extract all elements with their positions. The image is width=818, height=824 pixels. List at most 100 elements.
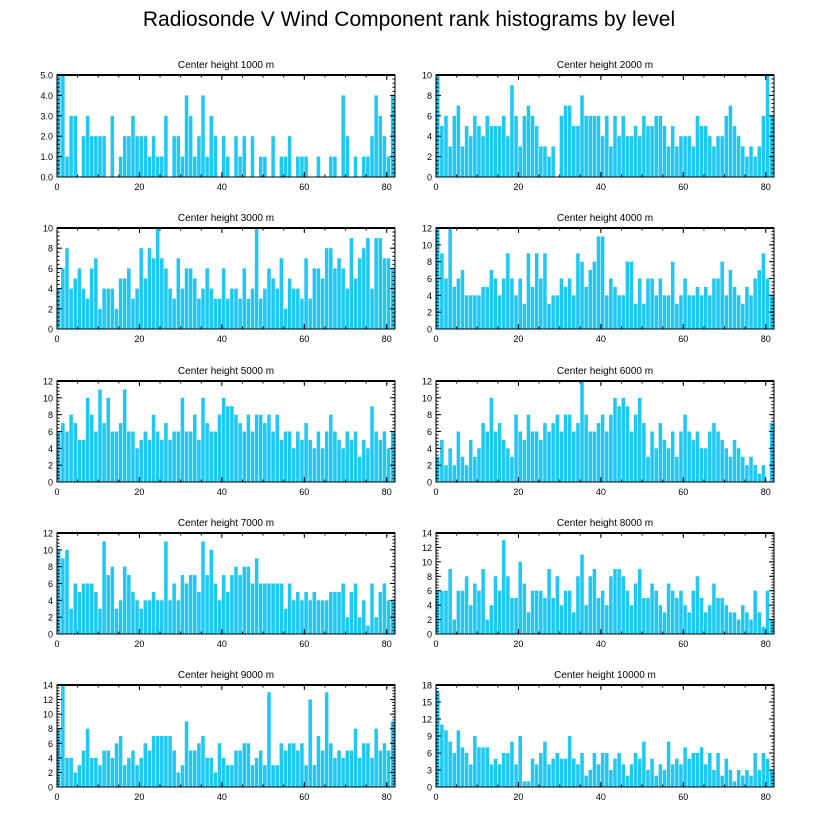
bar bbox=[436, 590, 440, 634]
bar bbox=[621, 576, 626, 634]
bar bbox=[580, 554, 584, 634]
bar bbox=[514, 295, 518, 329]
bar bbox=[94, 591, 98, 634]
bar bbox=[543, 423, 547, 482]
bar bbox=[757, 612, 762, 634]
bar bbox=[209, 115, 214, 177]
bar bbox=[374, 431, 378, 482]
bar bbox=[197, 298, 201, 329]
bar bbox=[572, 758, 576, 787]
bar bbox=[473, 736, 477, 787]
bar bbox=[184, 583, 189, 634]
x-tick-label: 40 bbox=[596, 487, 606, 497]
bar bbox=[349, 439, 354, 482]
bar bbox=[345, 750, 350, 787]
bar bbox=[188, 268, 193, 329]
bar bbox=[89, 583, 94, 634]
x-tick-label: 0 bbox=[433, 182, 438, 192]
bar bbox=[122, 765, 127, 787]
bar bbox=[485, 115, 489, 177]
bar bbox=[468, 295, 473, 329]
bar bbox=[263, 423, 267, 482]
bar bbox=[69, 288, 73, 329]
bar bbox=[716, 431, 720, 482]
bar bbox=[646, 278, 650, 329]
bar bbox=[85, 583, 90, 634]
bar bbox=[345, 431, 350, 482]
bar bbox=[180, 288, 185, 329]
bar bbox=[283, 750, 288, 787]
bar bbox=[382, 258, 387, 329]
bar bbox=[102, 136, 106, 177]
bar bbox=[658, 423, 663, 482]
bar bbox=[555, 414, 560, 482]
bar bbox=[213, 136, 218, 177]
bar bbox=[238, 156, 242, 177]
bar bbox=[291, 600, 296, 634]
bar bbox=[258, 414, 263, 482]
x-tick-label: 20 bbox=[513, 639, 523, 649]
bar bbox=[757, 473, 762, 482]
bar bbox=[633, 583, 638, 634]
bar bbox=[440, 253, 444, 329]
bar bbox=[263, 288, 267, 329]
bar bbox=[485, 431, 489, 482]
bar bbox=[708, 431, 712, 482]
bar bbox=[745, 612, 749, 634]
bar bbox=[539, 278, 543, 329]
y-tick-label: 10 bbox=[43, 393, 53, 403]
bar bbox=[646, 770, 650, 787]
bar bbox=[114, 743, 119, 787]
bar bbox=[675, 597, 679, 634]
panel-title: Center height 10000 m bbox=[554, 670, 656, 681]
y-tick-label: 2 bbox=[48, 461, 53, 471]
bar bbox=[193, 414, 197, 482]
x-tick-label: 80 bbox=[761, 487, 771, 497]
bar bbox=[151, 414, 156, 482]
bar bbox=[629, 431, 634, 482]
bar bbox=[267, 414, 271, 482]
bar bbox=[279, 439, 284, 482]
y-tick-label: 4 bbox=[427, 601, 432, 611]
y-tick-label: 8 bbox=[48, 244, 53, 254]
bar bbox=[209, 431, 214, 482]
bar bbox=[675, 146, 679, 177]
bar bbox=[106, 575, 110, 634]
bar bbox=[497, 126, 502, 177]
y-tick-label: 0 bbox=[427, 783, 432, 793]
y-tick-label: 8 bbox=[427, 572, 432, 582]
bar bbox=[547, 303, 551, 329]
bar bbox=[168, 736, 172, 787]
bar bbox=[580, 95, 584, 177]
bar bbox=[477, 295, 481, 329]
bar bbox=[209, 288, 214, 329]
bar bbox=[151, 591, 156, 634]
bar bbox=[357, 456, 362, 482]
bar bbox=[518, 561, 522, 634]
bar bbox=[139, 248, 143, 329]
x-tick-label: 20 bbox=[513, 334, 523, 344]
bar bbox=[65, 156, 69, 177]
x-tick-label: 0 bbox=[433, 792, 438, 802]
chart-panel-2: Center height 2000 m 0 2 4 6 8 10 0 20 40 60 80 bbox=[422, 60, 775, 192]
bar bbox=[341, 583, 345, 634]
bar bbox=[73, 278, 78, 329]
bar bbox=[456, 105, 461, 177]
bar bbox=[708, 136, 712, 177]
bar bbox=[209, 549, 214, 634]
bar bbox=[246, 414, 251, 482]
bar bbox=[605, 753, 609, 787]
y-tick-label: 6 bbox=[427, 427, 432, 437]
bar bbox=[296, 591, 300, 634]
y-tick-label: 0 bbox=[48, 630, 53, 640]
bar bbox=[226, 298, 230, 329]
bar bbox=[621, 115, 626, 177]
bar bbox=[567, 278, 572, 329]
bar bbox=[654, 115, 658, 177]
bar bbox=[687, 136, 691, 177]
y-tick-label: 2 bbox=[427, 308, 432, 318]
bar bbox=[567, 590, 572, 634]
bar bbox=[300, 743, 304, 787]
bar bbox=[209, 757, 214, 787]
panel-title: Center height 9000 m bbox=[178, 670, 274, 681]
